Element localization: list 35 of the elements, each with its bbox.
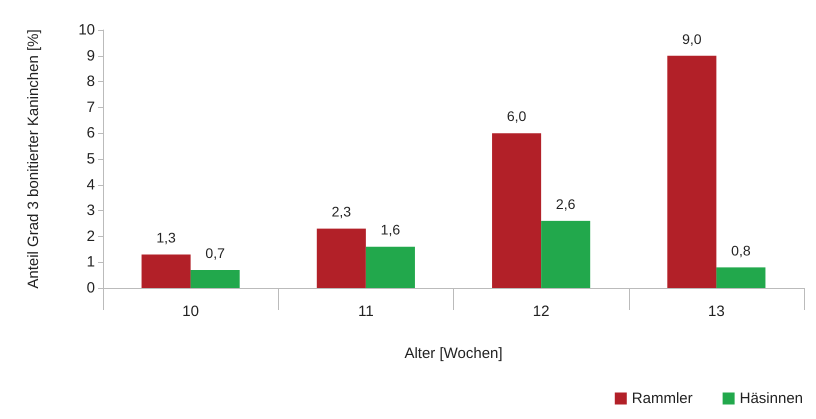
- y-tick-label: 8: [86, 73, 95, 90]
- bar: [316, 228, 366, 288]
- bar: [492, 133, 542, 288]
- bar: [366, 246, 415, 288]
- bar: [667, 56, 716, 288]
- data-label: 2,6: [556, 196, 576, 212]
- x-tick-label: 11: [358, 303, 374, 320]
- y-tick-label: 10: [78, 22, 95, 38]
- legend-label: Rammler: [632, 390, 693, 407]
- y-tick-label: 9: [86, 47, 95, 64]
- data-label: 6,0: [506, 108, 527, 124]
- legend-label: Häsinnen: [740, 390, 804, 407]
- y-axis-title: Anteil Grad 3 bonitierter Kaninchen [%]: [25, 29, 42, 289]
- y-tick-label: 5: [86, 150, 95, 168]
- x-tick-label: 12: [532, 303, 550, 320]
- data-label: 0,8: [731, 242, 751, 258]
- bar: [190, 270, 240, 288]
- x-axis-title: Alter [Wochen]: [404, 345, 503, 362]
- bar: [142, 254, 191, 288]
- y-tick-label: 6: [86, 124, 95, 142]
- x-tick-label: 10: [182, 303, 199, 320]
- y-tick-label: 3: [86, 202, 95, 220]
- y-tick-label: 0: [86, 280, 95, 296]
- data-label: 2,3: [332, 204, 352, 220]
- x-tick-label: 13: [708, 303, 725, 320]
- data-label: 9,0: [682, 30, 702, 47]
- data-label: 1,3: [156, 229, 176, 246]
- data-label: 1,6: [380, 222, 400, 238]
- y-tick-label: 1: [86, 254, 95, 271]
- y-tick-label: 7: [86, 98, 95, 116]
- y-tick-label: 4: [86, 176, 95, 194]
- bar: [716, 267, 766, 288]
- data-label: 0,7: [205, 244, 226, 261]
- y-tick-label: 2: [86, 228, 95, 245]
- bar: [541, 220, 590, 288]
